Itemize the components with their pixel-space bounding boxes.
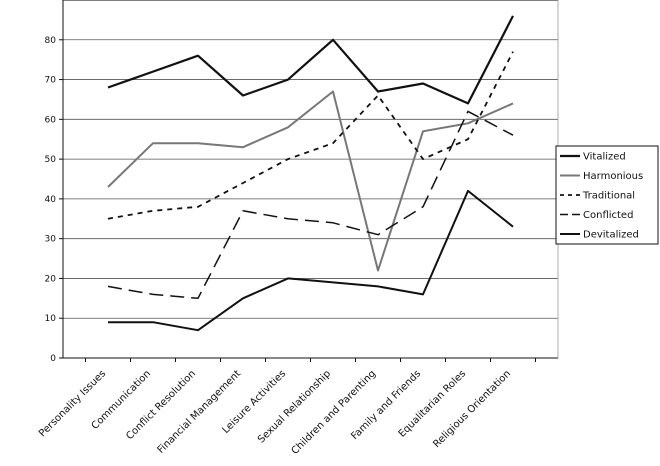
series-line-harmonious <box>107 90 514 272</box>
y-tick-label-30: 30 <box>45 235 57 245</box>
y-tick-label-80: 80 <box>45 36 57 46</box>
y-axis-ticks: 0 10 20 30 40 50 60 70 80 <box>45 36 63 364</box>
legend-label-devitalized: Devitalized <box>583 230 639 241</box>
series-line-vitalized <box>107 15 514 105</box>
x-tick-label-6: Children and Parenting <box>290 368 379 457</box>
y-tick-label-70: 70 <box>45 76 57 86</box>
series-line-traditional <box>107 51 514 220</box>
gridlines <box>63 0 558 319</box>
x-axis-ticks: Personality IssuesCommunicationConflict … <box>37 358 536 457</box>
y-tick-label-40: 40 <box>45 195 57 205</box>
x-tick-label-9: Religious Orientation <box>431 368 513 450</box>
axes <box>62 0 559 359</box>
series-line-devitalized <box>108 189 514 332</box>
x-tick-label-3: Financial Management <box>156 368 244 456</box>
y-tick-label-10: 10 <box>45 314 57 324</box>
series-lines <box>107 15 514 332</box>
series-line-conflicted <box>107 110 514 300</box>
y-tick-label-50: 50 <box>45 155 57 165</box>
legend-label-vitalized: Vitalized <box>583 152 626 163</box>
legend: Vitalized Harmonious Traditional Conflicted… <box>555 145 659 245</box>
legend-label-conflicted: Conflicted <box>583 210 633 221</box>
y-tick-label-60: 60 <box>45 115 57 125</box>
legend-box <box>555 145 659 245</box>
y-tick-label-0: 0 <box>50 354 56 364</box>
legend-label-traditional: Traditional <box>582 191 635 202</box>
legend-label-harmonious: Harmonious <box>583 171 643 182</box>
y-tick-label-20: 20 <box>45 274 57 284</box>
